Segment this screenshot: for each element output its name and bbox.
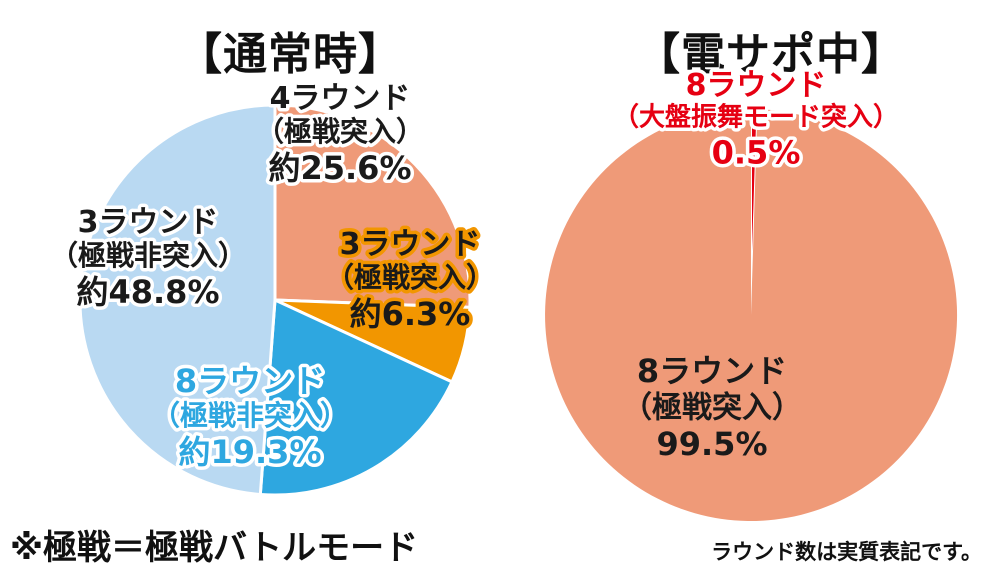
slice-label-halo: 3ラウンド [340, 227, 481, 262]
slice-label-halo: 約19.3% [178, 433, 321, 471]
slice-percent-label: 0.5% [712, 133, 801, 171]
slice-label-halo: （極戦突入） [256, 115, 424, 148]
slice-label-halo: （大盤振舞モード突入） [613, 102, 899, 133]
pie-slice [258, 298, 454, 497]
slice-percent-label: 99.5% [656, 425, 767, 463]
labels-normal: 4ラウンド4ラウンド（極戦突入）（極戦突入）約25.6%約25.6%3ラウンド3… [46, 78, 497, 475]
slice-label: （極戦非突入） [152, 399, 348, 432]
slice-label-halo: 3ラウンド [78, 205, 219, 240]
slice-percent-label: 約6.3% [350, 295, 471, 333]
chart-title-densapo: 【電サポ中】 [636, 29, 906, 80]
slice-label: （極戦突入） [326, 261, 494, 294]
slice-percent-label: 約19.3% [178, 433, 321, 471]
round-note: ラウンド数は実質表記です。 [711, 540, 982, 564]
slice-label: （大盤振舞モード突入） [613, 102, 899, 133]
slice-label-halo: 約48.8% [76, 273, 219, 311]
slice-label-halo: 0.5% [712, 133, 801, 171]
slice-percent-label: 約25.6% [268, 149, 411, 187]
labels-densapo: 8ラウンド8ラウンド（大盤振舞モード突入）（大盤振舞モード突入）0.5%0.5%… [609, 65, 902, 464]
slice-label-halo: （極戦突入） [326, 261, 494, 294]
slice-label: 8ラウンド [175, 362, 325, 400]
slice-label-halo: 4ラウンド [270, 81, 411, 116]
slice-label: 4ラウンド [270, 81, 411, 116]
definition-note: ※極戦＝極戦バトルモード [10, 528, 419, 568]
slice-label: 8ラウンド [637, 352, 787, 390]
slice-label: （極戦非突入） [50, 239, 246, 272]
slice-label: 3ラウンド [340, 227, 481, 262]
chart-title-normal: 【通常時】 [178, 29, 403, 80]
slice-label: （極戦突入） [622, 390, 802, 425]
slice-label-halo: （極戦非突入） [50, 239, 246, 272]
pie-densapo [545, 107, 958, 521]
slice-label: （極戦突入） [256, 115, 424, 148]
pie-slice [750, 107, 759, 316]
slice-label-halo: 約25.6% [268, 149, 411, 187]
slice-label: 8ラウンド [686, 68, 827, 103]
pie-normal [78, 103, 472, 497]
slice-label-halo: 8ラウンド [175, 362, 325, 400]
pie-slice [273, 103, 472, 309]
slice-label-halo: （極戦非突入） [152, 399, 348, 432]
slice-label-halo: 8ラウンド [686, 68, 827, 103]
pie-slice [545, 109, 958, 521]
slice-label: 3ラウンド [78, 205, 219, 240]
slice-label-halo: 約6.3% [350, 295, 471, 333]
pie-slice [78, 103, 277, 496]
slice-percent-label: 約48.8% [76, 273, 219, 311]
